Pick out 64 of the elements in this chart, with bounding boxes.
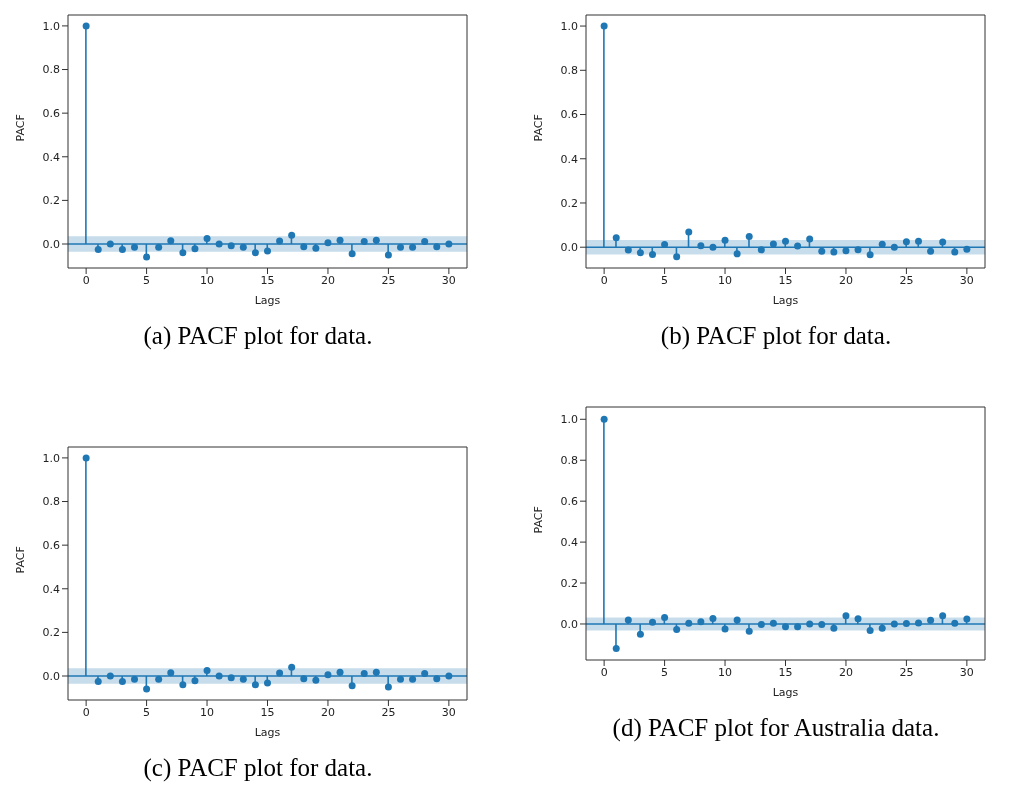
x-tick-label: 30 — [441, 273, 456, 287]
x-tick-label: 5 — [143, 273, 151, 287]
y-axis-title: PACF — [531, 506, 545, 534]
x-tick-label: 10 — [200, 273, 215, 287]
x-axis-title: Lags — [254, 726, 281, 739]
x-tick-label: 15 — [778, 273, 793, 287]
y-tick-label: 0.0 — [42, 669, 60, 683]
y-tick-label: 0.6 — [560, 495, 578, 509]
y-tick-label: 0.0 — [560, 241, 578, 255]
x-tick-label: 25 — [899, 665, 914, 679]
x-tick-label: 10 — [200, 705, 215, 719]
y-tick-label: 0.4 — [560, 536, 578, 549]
x-tick-label: 5 — [661, 665, 669, 679]
x-tick-label: 25 — [381, 705, 396, 719]
y-tick-label: 0.0 — [42, 237, 60, 251]
x-tick-label: 15 — [260, 705, 275, 719]
x-tick-label: 10 — [718, 273, 733, 287]
y-tick-label: 0.8 — [560, 454, 578, 468]
y-tick-label: 0.4 — [560, 152, 578, 166]
y-tick-label: 1.0 — [42, 19, 60, 33]
x-tick-label: 30 — [959, 273, 974, 287]
x-tick-label: 0 — [82, 705, 90, 719]
y-tick-label: 0.2 — [560, 576, 578, 590]
x-axis-title: Lags — [772, 294, 799, 307]
y-tick-label: 1.0 — [560, 19, 578, 33]
x-tick-label: 25 — [899, 273, 914, 287]
y-tick-label: 1.0 — [560, 413, 578, 427]
y-tick-label: 0.2 — [42, 626, 60, 640]
x-tick-label: 25 — [381, 273, 396, 287]
x-tick-label: 20 — [838, 273, 853, 287]
text: (a) PACF plot for data. — [142, 322, 374, 350]
y-tick-label: 0.2 — [42, 194, 60, 208]
x-tick-label: 5 — [143, 705, 151, 719]
x-axis-title: Lags — [254, 294, 281, 307]
y-axis-title: PACF — [531, 114, 545, 142]
y-axis-title: PACF — [13, 114, 27, 142]
x-tick-label: 15 — [778, 665, 793, 679]
x-tick-label: 0 — [600, 273, 608, 287]
y-tick-label: 0.4 — [42, 150, 60, 164]
x-tick-label: 30 — [959, 665, 974, 679]
text: (b) PACF plot for data. — [659, 322, 893, 350]
y-tick-label: 0.8 — [42, 63, 60, 77]
x-tick-label: 20 — [838, 665, 853, 679]
x-tick-label: 30 — [441, 705, 456, 719]
x-tick-label: 20 — [320, 705, 335, 719]
y-axis-title: PACF — [13, 546, 27, 574]
y-tick-label: 0.8 — [42, 495, 60, 509]
x-tick-label: 0 — [600, 665, 608, 679]
text: (d) PACF plot for Australia data. — [611, 714, 941, 742]
x-tick-label: 5 — [661, 273, 669, 287]
y-tick-label: 0.6 — [42, 539, 60, 553]
y-tick-label: 0.6 — [42, 107, 60, 121]
x-tick-label: 10 — [718, 665, 733, 679]
x-tick-label: 0 — [82, 273, 90, 287]
y-tick-label: 1.0 — [42, 451, 60, 465]
x-tick-label: 20 — [320, 273, 335, 287]
x-axis-title: Lags — [772, 686, 799, 699]
text: (c) PACF plot for data. — [142, 754, 374, 782]
y-tick-label: 0.4 — [42, 582, 60, 596]
y-tick-label: 0.0 — [560, 617, 578, 631]
y-tick-label: 0.2 — [560, 196, 578, 210]
y-tick-label: 0.8 — [560, 64, 578, 78]
x-tick-label: 15 — [260, 273, 275, 287]
y-tick-label: 0.6 — [560, 108, 578, 122]
